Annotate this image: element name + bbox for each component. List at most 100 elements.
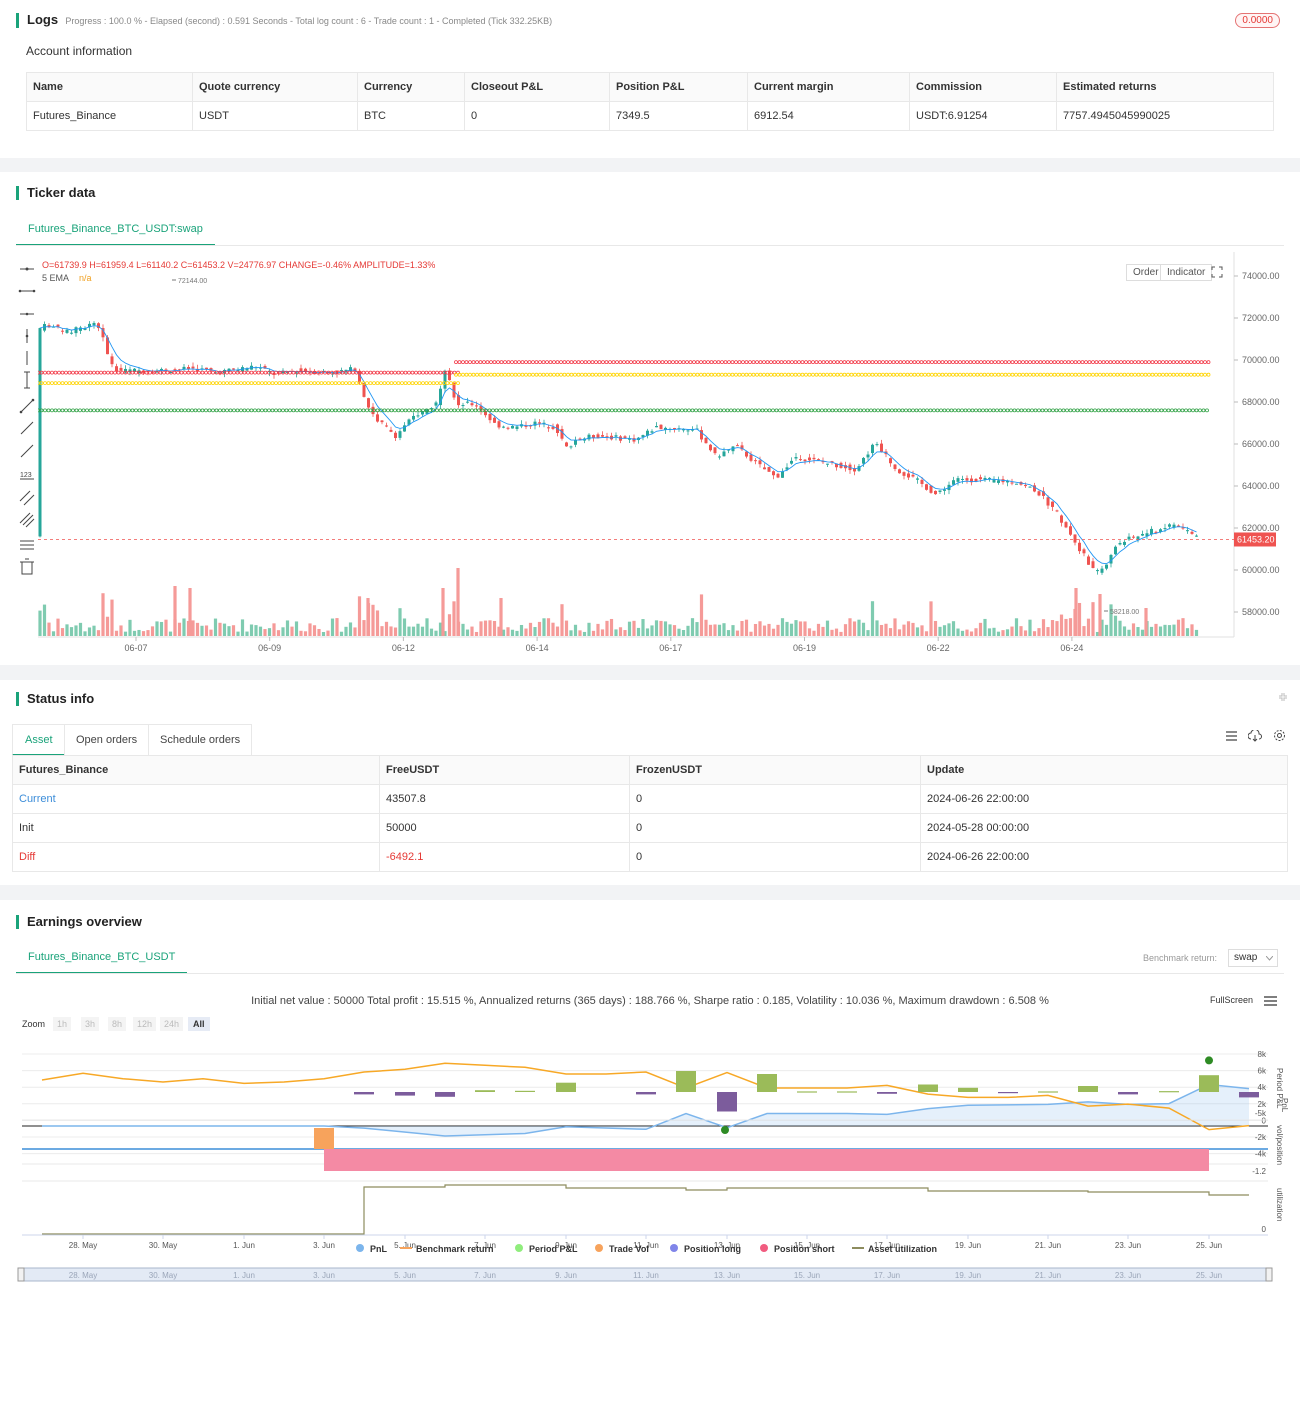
level-marker [888,372,892,377]
volume-bar [911,622,915,636]
candle-body [61,330,64,332]
level-marker [604,372,609,377]
zoom-3h[interactable]: 3h [81,1017,100,1031]
volume-bar [276,630,281,636]
level-marker [386,381,390,386]
volume-bar [137,629,141,636]
gear-icon[interactable] [1273,729,1286,742]
extended-line-icon[interactable] [20,421,34,435]
candle-body [1064,522,1068,528]
candle-body [601,435,604,437]
x-tick-label: 28. May [69,1241,97,1250]
indicator-button[interactable]: Indicator [1160,264,1213,281]
level-marker [1140,372,1144,377]
fib-channel-icon[interactable] [19,512,35,528]
level-marker [989,360,994,364]
level-marker [123,381,128,386]
level-marker [659,408,663,413]
expand-icon[interactable] [1211,266,1223,278]
arrow-line-icon[interactable] [20,444,34,458]
level-marker [515,408,520,413]
zoom-all[interactable]: All [188,1017,210,1031]
list-icon[interactable] [1225,730,1238,742]
divider [16,973,1284,974]
level-marker [298,408,303,413]
collapse-icon[interactable] [1278,692,1288,702]
volume-bar [447,614,452,636]
level-marker [646,372,651,377]
price-range-icon[interactable] [24,371,30,389]
level-marker [730,360,735,364]
level-marker [169,381,173,386]
volume-bar [569,630,573,636]
price-label-icon[interactable]: 123 [20,472,34,480]
level-marker [519,408,523,413]
trash-icon[interactable] [20,558,34,575]
benchmark-select[interactable]: swap [1228,949,1278,967]
zoom-24h[interactable]: 24h [160,1017,184,1031]
level-marker [344,370,348,375]
fib-retracement-icon[interactable] [20,540,34,550]
tab-schedule-orders[interactable]: Schedule orders [148,724,253,756]
level-marker [130,370,135,375]
level-marker [958,360,962,364]
ticker-symbol-tab[interactable]: Futures_Binance_BTC_USDT:swap [16,214,215,246]
parallel-channel-icon[interactable] [19,490,35,506]
level-marker [641,408,646,413]
level-marker [529,408,534,413]
candle-body [722,451,726,457]
volume-bar [951,621,956,636]
candle-body [380,420,384,423]
level-marker [127,381,131,386]
horizontal-line-icon[interactable] [18,289,36,293]
trend-line-icon[interactable] [19,398,35,414]
level-marker [594,360,598,364]
zoom-8h[interactable]: 8h [108,1017,127,1031]
candle-body [142,370,145,373]
level-marker [53,370,58,375]
tab-open-orders[interactable]: Open orders [64,724,150,756]
zoom-1h[interactable]: 1h [53,1017,72,1031]
candle-body [1132,536,1135,538]
candle-body [304,368,307,372]
fullscreen-button[interactable]: FullScreen [1210,995,1277,1006]
ray-icon[interactable] [20,312,34,316]
candle-body [349,367,352,372]
level-marker [701,408,705,413]
level-marker [800,360,805,364]
level-marker [1035,360,1039,364]
candle-body [605,436,609,438]
level-marker [1005,408,1010,413]
zoom-12h[interactable]: 12h [133,1017,157,1031]
candle-body [794,457,798,459]
volume-bar [524,628,528,636]
level-marker [1206,372,1211,377]
menu-icon[interactable] [1263,995,1277,1006]
volume-bar [942,625,947,636]
candle-body [646,430,649,436]
vertical-line-icon[interactable] [25,329,29,343]
level-marker [438,408,443,413]
earnings-symbol-tab[interactable]: Futures_Binance_BTC_USDT [16,942,188,974]
volume-bar [1158,626,1163,636]
level-marker [552,360,556,364]
period-pnl-bar [717,1092,737,1112]
volume-bar [933,620,938,636]
navigator-label: 28. May [69,1271,97,1280]
level-marker [884,372,889,377]
level-marker [716,372,721,377]
crosshair-icon[interactable] [20,267,34,271]
level-marker [636,360,640,364]
tab-asset[interactable]: Asset [12,724,65,756]
level-marker [940,360,945,364]
cloud-download-icon[interactable] [1248,730,1262,742]
volume-bar [407,626,411,636]
candlestick-chart[interactable]: 74000.0072000.0070000.0068000.0066000.00… [38,252,1300,657]
level-marker [617,408,621,413]
volume-bar [1086,618,1091,636]
level-marker [67,381,72,386]
level-marker [625,372,630,377]
asset-col-free: FreeUSDT [379,755,630,785]
level-marker [403,370,408,375]
